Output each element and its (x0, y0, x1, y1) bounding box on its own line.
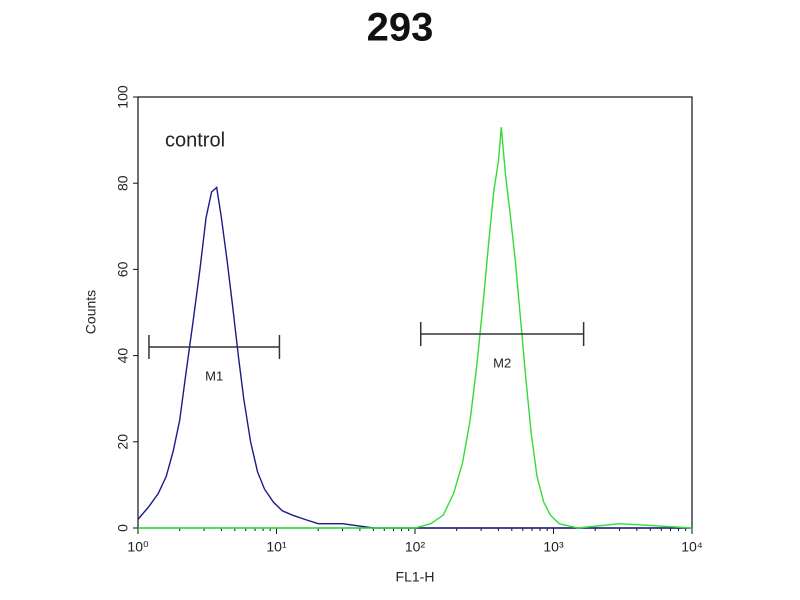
y-tick-label: 100 (115, 85, 131, 109)
histogram-line (137, 186, 692, 529)
y-tick-label: 0 (115, 524, 131, 532)
plot-frame (137, 96, 693, 529)
histogram-line (138, 127, 693, 529)
chart-title: 293 (367, 6, 434, 50)
x-tick-label: 10³ (543, 539, 564, 555)
y-tick-label: 40 (115, 348, 131, 364)
y-tick-label: 80 (115, 175, 131, 191)
y-tick-label: 20 (115, 434, 131, 450)
y-axis-label: Counts (83, 290, 99, 334)
marker-label: M2 (493, 355, 511, 370)
annotation: control (165, 129, 225, 151)
x-axis-label: FL1-H (396, 569, 435, 585)
y-tick-label: 60 (115, 261, 131, 277)
x-tick-label: 10¹ (266, 539, 287, 555)
x-tick-label: 10⁰ (127, 539, 149, 555)
marker-label: M1 (205, 368, 223, 383)
x-tick-label: 10² (405, 539, 426, 555)
x-tick-label: 10⁴ (681, 539, 703, 555)
